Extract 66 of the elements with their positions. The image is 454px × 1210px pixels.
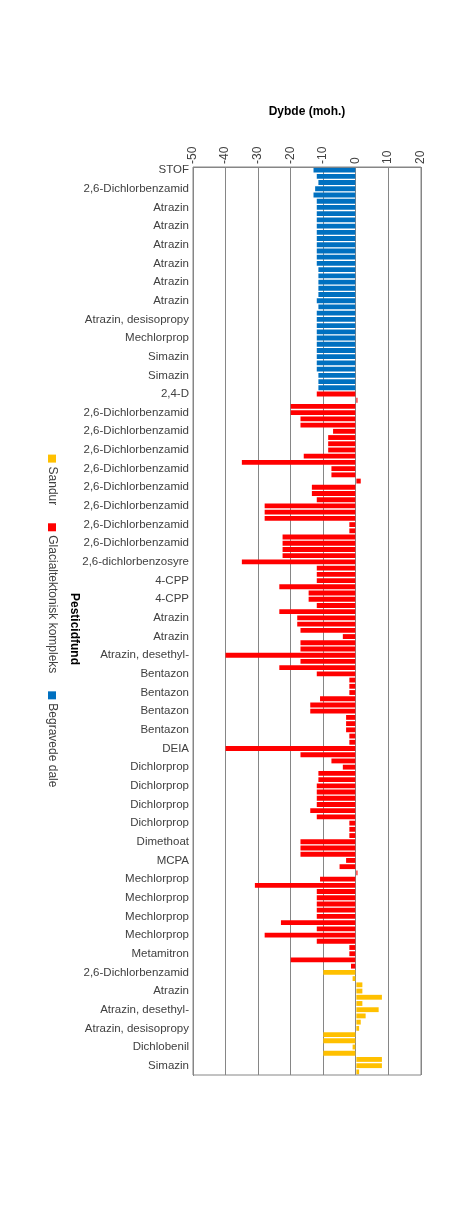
bar <box>356 982 363 988</box>
y-tick-label: Simazin <box>148 349 189 362</box>
legend-label: Glacialtektonisk kompleks <box>45 535 60 674</box>
y-tick-label: Bentazon <box>140 667 189 680</box>
y-tick-label: Mechlorprop <box>125 909 189 922</box>
y-tick-label: Atrazin <box>153 293 189 306</box>
y-tick-label: 2,6-Dichlorbenzamid <box>83 181 189 194</box>
x-tick-label: -50 <box>184 146 199 164</box>
y-tick-label: Bentazon <box>140 704 189 717</box>
x-tick-label: -20 <box>282 146 297 164</box>
y-tick-label: Atrazin, desethyl- <box>100 1002 190 1015</box>
x-tick-label: 10 <box>380 150 395 164</box>
x-tick-label: 0 <box>347 157 362 164</box>
y-tick-label: 2,6-Dichlorbenzamid <box>83 424 189 437</box>
x-tick-label: -30 <box>250 146 265 164</box>
y-tick-label: Atrazin <box>153 200 189 213</box>
y-tick-label: Dichlorprop <box>130 816 189 829</box>
y-tick-label: Dichlorprop <box>130 797 189 810</box>
y-tick-label: Dichlorprop <box>130 778 189 791</box>
bar <box>356 478 361 484</box>
y-tick-label: Atrazin <box>153 256 189 269</box>
legend-label: Sandur <box>45 466 60 506</box>
y-tick-label: Mechlorprop <box>125 331 189 344</box>
y-tick-label: 2,6-Dichlorbenzamid <box>83 480 189 493</box>
x-tick-label: -10 <box>315 146 330 164</box>
y-tick-label: 2,6-Dichlorbenzamid <box>83 461 189 474</box>
y-tick-label: Atrazin <box>153 629 189 642</box>
y-tick-label: STOF <box>158 163 189 176</box>
y-tick-label: MCPA <box>156 853 190 866</box>
y-tick-label: 2,6-Dichlorbenzamid <box>83 443 189 456</box>
y-tick-label: Atrazin <box>153 611 189 624</box>
y-tick-label: Mechlorprop <box>125 928 189 941</box>
y-tick-label: 2,6-Dichlorbenzamid <box>83 517 189 530</box>
y-tick-label: 2,6-Dichlorbenzamid <box>83 536 189 549</box>
x-tick-label: -40 <box>217 146 232 164</box>
y-tick-label: Dichlorprop <box>130 760 189 773</box>
y-tick-label: Mechlorprop <box>125 890 189 903</box>
y-tick-label: Simazin <box>148 368 189 381</box>
y-tick-label: Mechlorprop <box>125 872 189 885</box>
y-tick-label: 2,4-D <box>160 387 189 400</box>
y-tick-label: Dimethoat <box>136 834 190 847</box>
y-tick-label: Atrazin <box>153 275 189 288</box>
y-tick-label: Bentazon <box>140 723 189 736</box>
y-tick-label: Atrazin, desethyl- <box>100 648 190 661</box>
y-tick-label: 4-CPP <box>155 573 190 586</box>
y-axis-title: Pesticidfund <box>67 592 82 666</box>
y-tick-label: Atrazin <box>153 237 189 250</box>
y-tick-label: Atrazin, desisopropy <box>84 312 190 325</box>
y-tick-label: Atrazin, desisopropy <box>84 1021 190 1034</box>
y-tick-label: Bentazon <box>140 685 189 698</box>
y-tick-label: Atrazin <box>153 219 189 232</box>
y-tick-label: 2,6-dichlorbenzosyre <box>82 555 189 568</box>
bar <box>323 1050 356 1056</box>
bar <box>350 963 356 969</box>
y-tick-label: Simazin <box>148 1058 189 1071</box>
x-tick-label: 20 <box>412 150 427 164</box>
y-tick-label: Metamitron <box>131 946 189 959</box>
y-tick-label: 2,6-Dichlorbenzamid <box>83 405 189 418</box>
y-tick-label: Atrazin <box>153 984 189 997</box>
y-tick-label: 2,6-Dichlorbenzamid <box>83 965 189 978</box>
legend-label: Begravede dale <box>45 703 60 788</box>
y-tick-label: Dichlobenil <box>132 1040 189 1053</box>
x-axis-title: Dybde (moh.) <box>268 103 346 118</box>
y-tick-label: 2,6-Dichlorbenzamid <box>83 499 189 512</box>
y-tick-label: 4-CPP <box>155 592 190 605</box>
y-tick-label: DEIA <box>162 741 190 754</box>
